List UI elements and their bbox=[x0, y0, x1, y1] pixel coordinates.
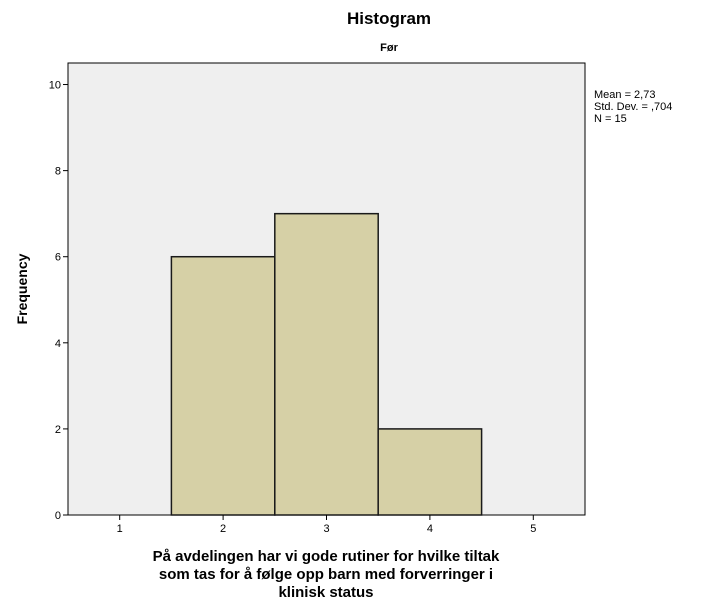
x-axis: 1 2 3 4 5 bbox=[117, 515, 536, 535]
stats-line: Mean = 2,73 bbox=[594, 89, 655, 101]
histogram-bar bbox=[170, 255, 276, 516]
y-axis-label: Frequency bbox=[14, 253, 30, 324]
stats-line: Std. Dev. = ,704 bbox=[594, 101, 672, 113]
x-axis-label-line: klinisk status bbox=[278, 584, 373, 601]
y-tick-label: 8 bbox=[55, 166, 61, 178]
x-axis-label-line: På avdelingen har vi gode rutiner for hv… bbox=[153, 548, 500, 565]
chart-title: Histogram bbox=[347, 9, 431, 28]
y-tick-label: 10 bbox=[49, 80, 61, 92]
y-tick-label: 6 bbox=[55, 252, 61, 264]
y-axis: 0 2 4 6 8 10 bbox=[49, 80, 68, 522]
x-tick-label: 2 bbox=[220, 523, 226, 535]
x-axis-label-line: som tas for å følge opp barn med forverr… bbox=[159, 566, 493, 583]
y-tick-label: 4 bbox=[55, 338, 61, 350]
y-tick-label: 2 bbox=[55, 424, 61, 436]
stats-line: N = 15 bbox=[594, 113, 627, 125]
histogram-bar bbox=[377, 428, 483, 516]
chart-subtitle: Før bbox=[380, 42, 398, 54]
x-axis-label: På avdelingen har vi gode rutiner for hv… bbox=[153, 548, 500, 601]
x-tick-label: 4 bbox=[427, 523, 433, 535]
histogram-bar bbox=[274, 212, 379, 516]
x-tick-label: 5 bbox=[530, 523, 536, 535]
x-tick-label: 1 bbox=[117, 523, 123, 535]
y-tick-label: 0 bbox=[55, 510, 61, 522]
bars-group bbox=[170, 212, 483, 516]
x-tick-label: 3 bbox=[323, 523, 329, 535]
